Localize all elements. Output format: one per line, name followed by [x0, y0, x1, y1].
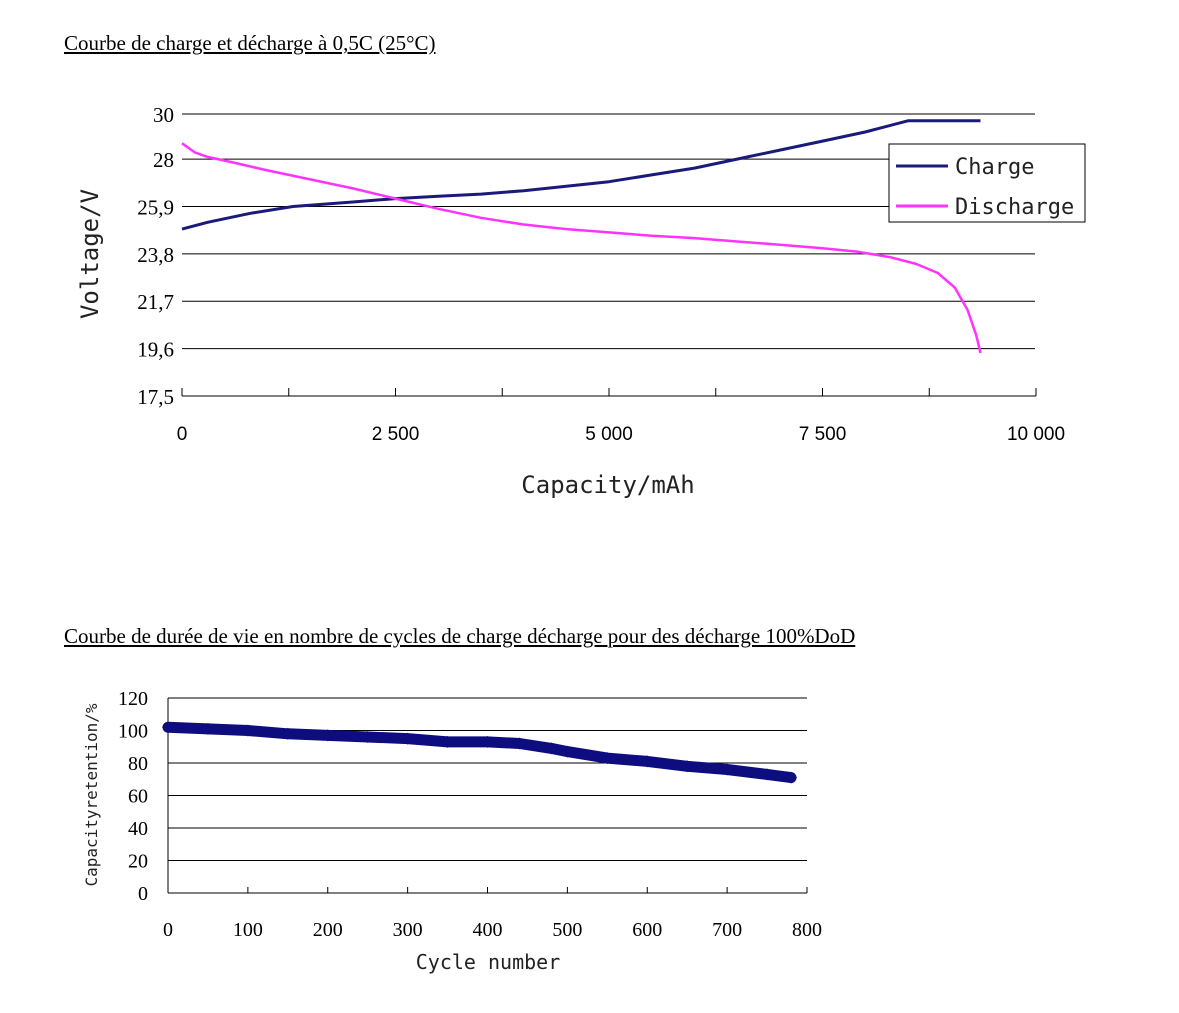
data-point — [441, 735, 454, 748]
cycle-series-band — [162, 721, 797, 784]
data-point — [761, 768, 774, 781]
data-point — [281, 727, 294, 740]
legend-label: Discharge — [955, 195, 1074, 220]
x-tick-label: 10 000 — [1007, 424, 1065, 445]
legend-box — [888, 143, 1086, 223]
x-tick-label: 5 000 — [585, 424, 633, 445]
y-tick-label: 25,9 — [137, 195, 174, 219]
legend-label: Charge — [955, 155, 1034, 180]
y-tick-label: 19,6 — [137, 338, 174, 362]
x-axis-label: Capacity/mAh — [521, 471, 694, 499]
x-tick-label: 800 — [792, 919, 822, 941]
y-tick-label: 80 — [128, 753, 148, 775]
data-point — [785, 771, 798, 784]
data-point — [481, 735, 494, 748]
data-point — [361, 731, 374, 743]
x-tick-label: 700 — [712, 919, 742, 941]
chart1-title: Courbe de charge et décharge à 0,5C (25°… — [64, 31, 436, 55]
x-axis-label: Cycle number — [416, 950, 561, 974]
y-tick-label: 0 — [138, 883, 148, 905]
data-point — [721, 763, 734, 776]
y-tick-label: 60 — [128, 786, 148, 808]
data-point — [401, 732, 414, 745]
x-tick-label: 7 500 — [799, 424, 847, 445]
y-tick-label: 40 — [128, 818, 148, 840]
y-tick-label: 28 — [153, 148, 174, 172]
x-tick-label: 500 — [552, 919, 582, 941]
y-axis-label: Voltage/V — [76, 189, 104, 319]
y-tick-label: 100 — [118, 721, 148, 743]
data-point — [241, 724, 254, 737]
x-tick-label: 600 — [632, 919, 662, 941]
data-point — [321, 729, 334, 742]
y-tick-label: 17,5 — [137, 385, 174, 409]
data-point — [201, 722, 214, 735]
data-point — [545, 742, 558, 755]
x-tick-label: 100 — [233, 919, 263, 941]
x-tick-label: 300 — [393, 919, 423, 941]
y-tick-label: 21,7 — [137, 290, 174, 314]
data-point — [681, 760, 694, 773]
x-tick-label: 2 500 — [372, 424, 420, 445]
x-tick-label: 200 — [313, 919, 343, 941]
data-point — [513, 737, 526, 750]
y-tick-label: 30 — [153, 103, 174, 127]
data-point — [162, 721, 174, 734]
y-axis-label: Capacityretention/% — [82, 703, 101, 886]
y-tick-label: 20 — [128, 851, 148, 873]
data-point — [561, 745, 574, 758]
legend: Charge Discharge — [888, 143, 1086, 223]
data-point — [641, 755, 654, 768]
discharge-series-line — [181, 142, 982, 354]
y-tick-label: 120 — [118, 688, 148, 710]
data-point — [601, 752, 614, 765]
x-tick-label: 400 — [473, 919, 503, 941]
chart2-title: Courbe de durée de vie en nombre de cycl… — [64, 624, 856, 648]
charge-series-line — [181, 119, 981, 231]
y-tick-label: 23,8 — [137, 243, 174, 267]
x-tick-label: 0 — [177, 424, 188, 445]
x-tick-label: 0 — [163, 919, 173, 941]
